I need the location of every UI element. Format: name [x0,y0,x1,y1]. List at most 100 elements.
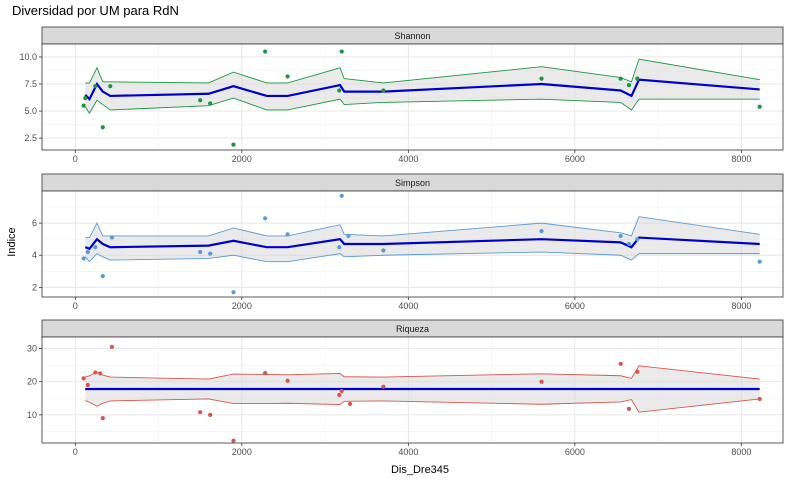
fitted-line [84,236,760,251]
y-tick-label: 30 [27,344,37,354]
data-point [339,193,344,198]
data-point [285,74,290,79]
x-axis-title: Dis_Dre345 [391,464,449,476]
panel-simpson: Simpson 2 4 6 0 2000 4000 6000 8000 [32,173,784,311]
x-tick-label: 4000 [398,447,418,457]
data-point [757,104,762,109]
data-point [93,245,98,250]
data-point [339,49,344,54]
data-point [263,49,268,54]
data-point [539,229,544,234]
x-tick-label: 8000 [731,154,751,164]
data-point [231,438,236,443]
data-point [198,249,203,255]
data-point [635,76,640,81]
y-tick-label: 7.5 [24,79,37,89]
data-point [285,378,290,383]
data-point [337,392,342,398]
data-point [626,241,632,247]
y-tick-label: 20 [27,377,37,387]
x-tick-label: 0 [73,154,78,164]
panel-border [41,43,784,151]
data-point [81,103,86,108]
y-tick-label: 4 [32,250,37,260]
data-point [231,290,236,295]
data-point [83,95,88,101]
data-point [757,259,762,264]
data-point [108,84,113,89]
data-point [198,410,203,415]
panel-shannon: Shannon 2.5 5.0 7.5 10.0 0 2000 4000 6000 8000 [19,26,784,164]
data-point [263,371,268,376]
y-tick-label: 6 [32,218,37,228]
y-tick-label: 10.0 [19,52,37,62]
strip-label: Shannon [394,31,430,41]
fitted-line [84,78,760,102]
data-point [93,84,98,89]
lower-bound-line [85,398,760,413]
data-point [208,101,213,106]
data-point [98,371,103,376]
y-axis-title: Indice [6,227,18,256]
data-point [381,384,386,389]
data-point [618,361,623,366]
data-point [198,98,203,103]
lower-bound-line [84,97,760,115]
data-point [81,376,86,381]
y-tick-label: 2 [32,282,37,292]
data-point [285,232,290,237]
lower-bound-line [84,251,760,263]
data-point [263,216,268,221]
data-point [85,249,90,255]
x-tick-label: 2000 [232,447,252,457]
x-tick-label: 0 [73,301,78,311]
x-tick-label: 4000 [398,301,418,311]
x-tick-label: 8000 [731,301,751,311]
strip-label: Riqueza [396,324,429,334]
data-point [626,83,632,88]
data-point [337,245,342,250]
data-point [100,274,105,279]
confidence-ribbon [85,59,760,114]
x-tick-label: 6000 [565,301,585,311]
data-point [381,88,386,93]
x-tick-label: 6000 [565,154,585,164]
data-point [85,382,90,388]
data-point [635,369,640,374]
x-tick-label: 8000 [731,447,751,457]
data-point [381,248,386,253]
data-point [93,370,98,375]
chart-title: Diversidad por UM para RdN [12,3,179,18]
confidence-ribbon [85,216,760,262]
data-point [347,401,353,407]
data-point [339,388,344,394]
data-point [635,237,640,242]
data-point [231,142,236,147]
y-tick-label: 2.5 [24,133,37,143]
data-point [81,256,86,261]
panel-border [41,336,784,444]
y-tick-label: 5.0 [24,106,37,116]
data-point [618,76,623,81]
y-tick-label: 10 [27,410,37,420]
panel-riqueza: Riqueza 10 20 30 0 2000 4000 6000 8000 [27,319,784,457]
panel-border [41,190,784,298]
data-point [346,233,351,239]
data-point [626,406,632,411]
data-point [100,125,105,130]
data-point [208,251,213,256]
data-point [757,396,762,402]
strip-label: Simpson [395,178,430,188]
x-tick-label: 2000 [232,301,252,311]
data-point [618,233,623,239]
x-tick-label: 2000 [232,154,252,164]
data-point [337,88,342,93]
data-point [208,412,213,417]
data-point [539,76,544,81]
x-tick-label: 0 [73,447,78,457]
data-point [100,416,105,421]
data-point [539,379,544,384]
data-point [109,235,115,240]
upper-bound-line [85,58,760,84]
